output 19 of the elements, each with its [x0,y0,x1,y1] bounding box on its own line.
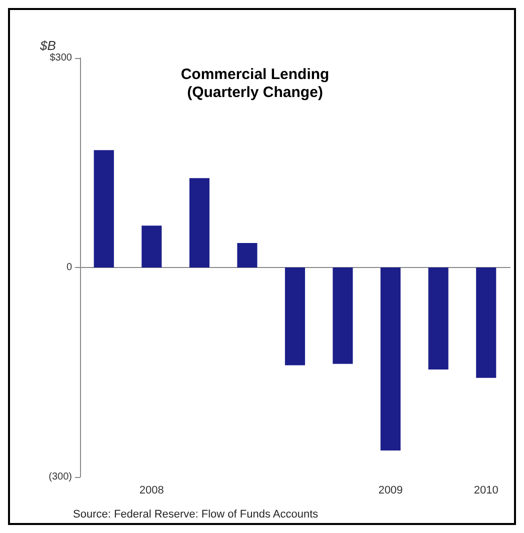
y-tick-label: (300) [48,472,72,482]
text: (Quarterly Change) [187,84,323,101]
source-note: Source: Federal Reserve: Flow of Funds Accounts [73,508,319,520]
y-tick-label: $300 [50,52,72,64]
x-tick-label: 2008 [139,484,164,496]
text: Commercial Lending [180,66,330,83]
bar [380,268,401,450]
bar [94,150,114,268]
bar [428,268,448,370]
y-axis-title: $B [39,38,56,53]
bar [284,268,306,366]
bar [142,226,162,268]
bar [332,268,353,364]
bar [237,243,258,268]
y-tick-label: 0 [66,262,72,273]
bar [476,268,496,378]
x-tick-label: 2009 [378,484,403,496]
bar [189,178,210,268]
x-tick-label: 2010 [474,484,498,496]
